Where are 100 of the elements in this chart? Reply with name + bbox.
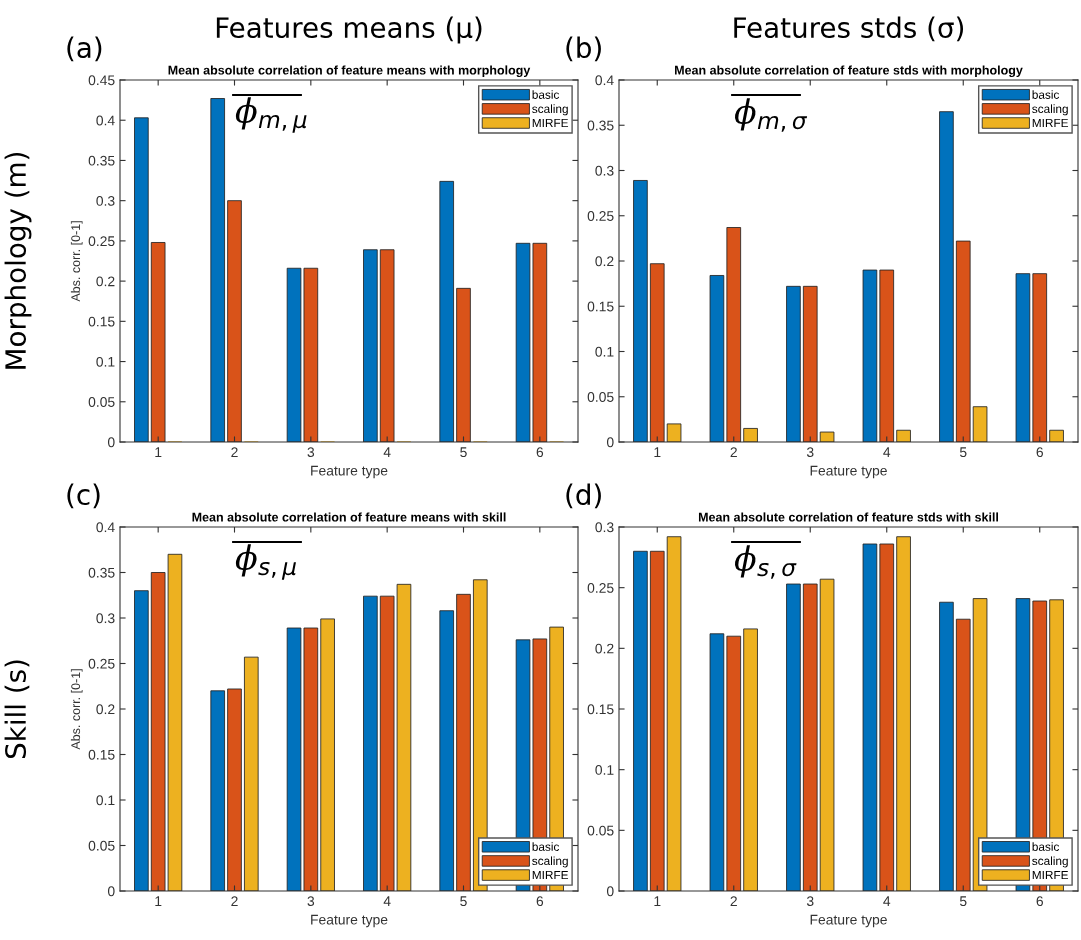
x-axis-title: Feature type — [810, 914, 887, 928]
bar — [456, 593, 471, 891]
bar — [363, 249, 378, 442]
text: (c) — [67, 483, 100, 509]
bar — [439, 610, 454, 891]
y-tick-label: 0 — [107, 437, 115, 448]
legend-label: basic — [1032, 842, 1060, 851]
y-tick-label: 0 — [606, 437, 614, 448]
legend-label: basic — [532, 90, 560, 99]
y-tick-label: 0.1 — [595, 765, 614, 775]
x-tick-label: 3 — [307, 896, 315, 907]
bar — [134, 590, 149, 891]
bar — [955, 240, 971, 442]
bar — [210, 98, 225, 442]
x-tick-label: 4 — [883, 896, 891, 906]
bar — [150, 242, 166, 442]
x-tick-label: 2 — [730, 447, 737, 457]
x-axis-title: Feature type — [810, 465, 887, 479]
y-tick-label: 0.05 — [88, 840, 115, 851]
text: Skill (s) — [4, 660, 30, 759]
bar — [320, 618, 335, 891]
y-tick-label: 0.3 — [595, 165, 614, 176]
y-tick-label: 0.1 — [96, 356, 115, 367]
bar — [819, 578, 835, 891]
bar — [743, 628, 758, 891]
x-tick-label: 1 — [654, 447, 661, 457]
legend-label: basic — [532, 842, 560, 851]
y-tick-label: 0.15 — [587, 704, 614, 715]
bar — [439, 180, 454, 442]
bar — [227, 200, 242, 442]
legend-label: scaling — [1032, 856, 1068, 868]
y-tick-label: 0.35 — [88, 155, 115, 166]
y-tick-label: 0.05 — [587, 825, 614, 836]
annotation: ϕ$_{m,σ}$ — [734, 98, 808, 132]
bar — [955, 618, 971, 891]
bar — [633, 550, 648, 891]
y-tick-label: 0.15 — [587, 301, 614, 312]
bar — [633, 180, 648, 442]
y-tick-label: 0.25 — [587, 211, 614, 221]
bar — [210, 690, 225, 891]
bar — [939, 601, 954, 891]
bar — [862, 543, 878, 891]
bar — [456, 287, 471, 442]
chart-title: Mean absolute correlation of feature stds with skill — [698, 512, 999, 522]
y-tick-label: 0.15 — [88, 316, 115, 327]
bar — [972, 598, 988, 891]
y-tick-label: 0.1 — [595, 346, 614, 357]
x-tick-label: 4 — [883, 447, 891, 457]
bar — [473, 579, 488, 891]
text: (b) — [566, 36, 601, 62]
annotation: ϕ$_{s,μ}$ — [235, 544, 296, 580]
y-tick-label: 0.4 — [96, 522, 115, 533]
x-tick-label: 2 — [231, 447, 238, 457]
y-tick-label: 0.3 — [595, 522, 614, 533]
y-tick-label: 0.2 — [595, 643, 614, 654]
y-tick-label: 0.4 — [595, 75, 614, 86]
bar — [939, 111, 954, 442]
bar — [802, 583, 818, 891]
chart-title: Mean absolute correlation of feature stds with morphology — [675, 65, 1023, 78]
x-tick-label: 5 — [460, 447, 467, 458]
legend-label: MIRFE — [532, 118, 569, 128]
chart-title: Mean absolute correlation of feature means with morphology — [168, 65, 531, 78]
x-axis-title: Feature type — [311, 914, 388, 928]
x-tick-label: 5 — [460, 896, 467, 907]
bar — [134, 117, 149, 442]
text: Features stds (σ) — [734, 16, 964, 42]
y-tick-label: 0.25 — [88, 658, 115, 669]
x-tick-label: 4 — [383, 896, 391, 906]
x-tick-label: 4 — [383, 447, 391, 457]
text: (d) — [566, 483, 601, 509]
y-tick-label: 0.15 — [88, 749, 115, 760]
y-tick-label: 0.4 — [96, 115, 115, 126]
y-tick-label: 0.2 — [96, 276, 115, 287]
bar — [786, 583, 801, 891]
x-tick-label: 2 — [730, 896, 737, 906]
bar — [726, 227, 742, 442]
legend-label: MIRFE — [1032, 118, 1069, 128]
text: Features means (μ) — [216, 16, 482, 44]
bar — [649, 550, 665, 891]
legend-label: scaling — [532, 856, 568, 868]
bar — [709, 275, 725, 442]
y-tick-label: 0.45 — [88, 75, 115, 86]
x-tick-label: 6 — [536, 896, 544, 907]
bar — [819, 431, 835, 442]
bar — [786, 285, 801, 442]
x-tick-label: 3 — [806, 896, 814, 907]
y-tick-label: 0.3 — [96, 196, 115, 206]
x-tick-label: 6 — [1036, 896, 1043, 907]
bar — [802, 285, 818, 442]
y-axis-title: Abs. corr. [0-1] — [70, 669, 83, 750]
bar — [1015, 273, 1031, 442]
x-tick-label: 3 — [307, 447, 315, 458]
y-tick-label: 0.3 — [96, 613, 115, 624]
bar — [726, 635, 742, 891]
y-tick-label: 0 — [606, 886, 614, 897]
x-tick-label: 5 — [959, 896, 967, 907]
y-axis-title: Abs. corr. [0-1] — [70, 221, 83, 302]
x-tick-label: 6 — [536, 447, 544, 458]
bar — [244, 656, 259, 891]
legend-label: MIRFE — [1032, 870, 1069, 880]
